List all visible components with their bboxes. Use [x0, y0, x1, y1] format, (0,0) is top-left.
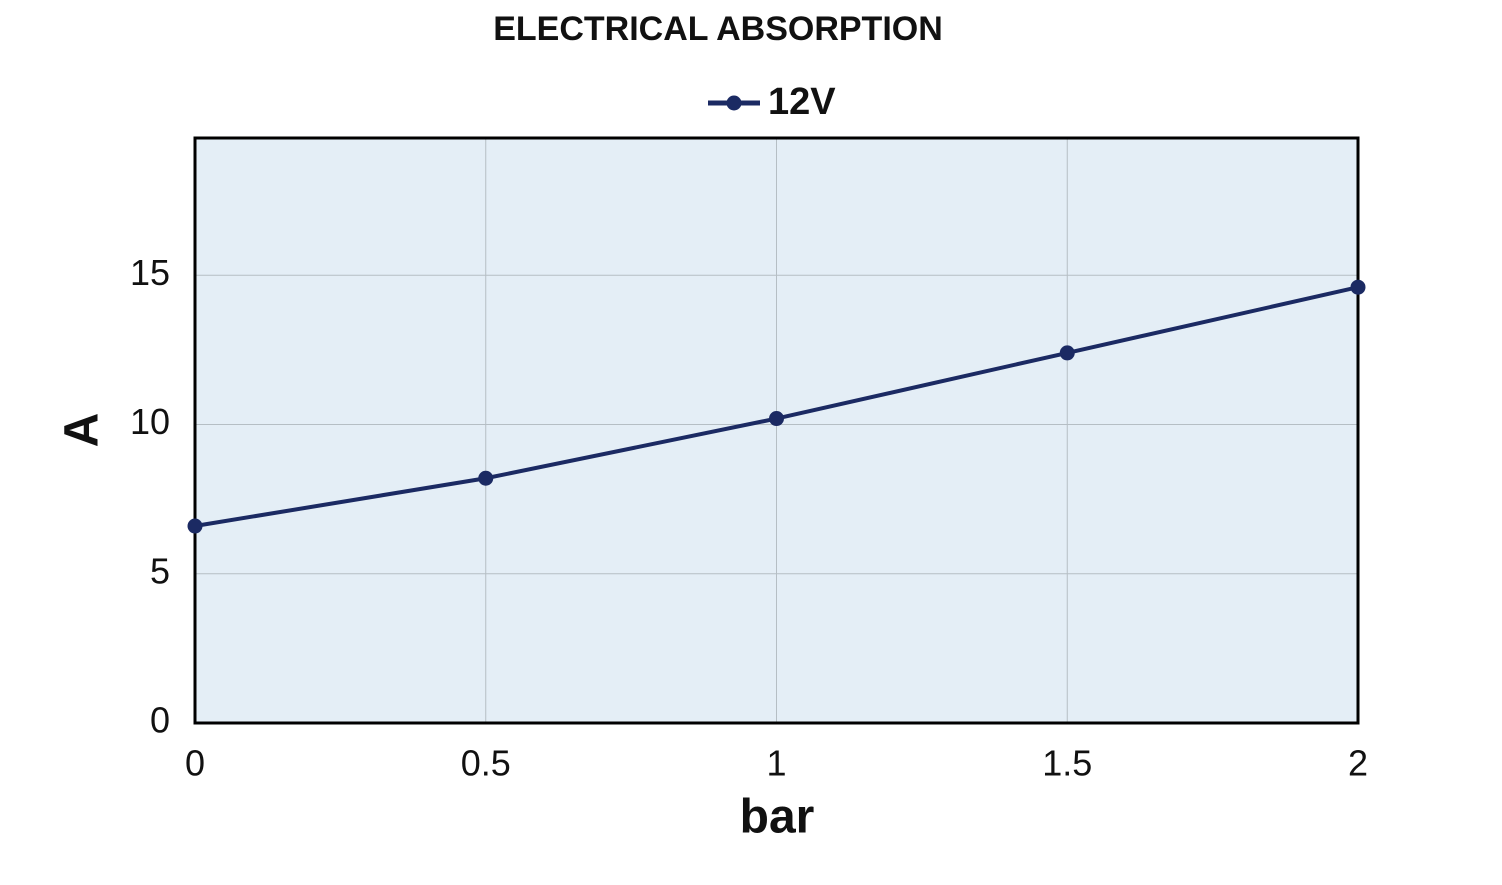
y-tick-label: 10	[130, 401, 170, 442]
x-tick-label: 0.5	[461, 743, 511, 784]
y-axis-label: A	[56, 413, 109, 448]
x-axis-label: bar	[740, 791, 815, 844]
data-point	[1059, 345, 1075, 361]
data-point	[1350, 279, 1366, 295]
data-point	[769, 411, 784, 427]
data-point	[187, 518, 203, 534]
legend-marker	[726, 95, 742, 111]
y-tick-label: 5	[150, 550, 170, 591]
plot-border	[193, 136, 1360, 725]
y-tick-label: 15	[130, 252, 170, 293]
data-point	[478, 470, 494, 486]
legend-label: 12V	[768, 81, 836, 123]
x-tick-label: 2	[1348, 743, 1368, 784]
x-tick-label: 1.5	[1042, 743, 1092, 784]
x-tick-label: 1	[766, 743, 786, 784]
x-tick-label: 0	[185, 743, 205, 784]
legend: 12V	[708, 81, 836, 123]
chart-title: ELECTRICAL ABSORPTION	[493, 10, 943, 48]
y-tick-label: 0	[150, 700, 170, 741]
